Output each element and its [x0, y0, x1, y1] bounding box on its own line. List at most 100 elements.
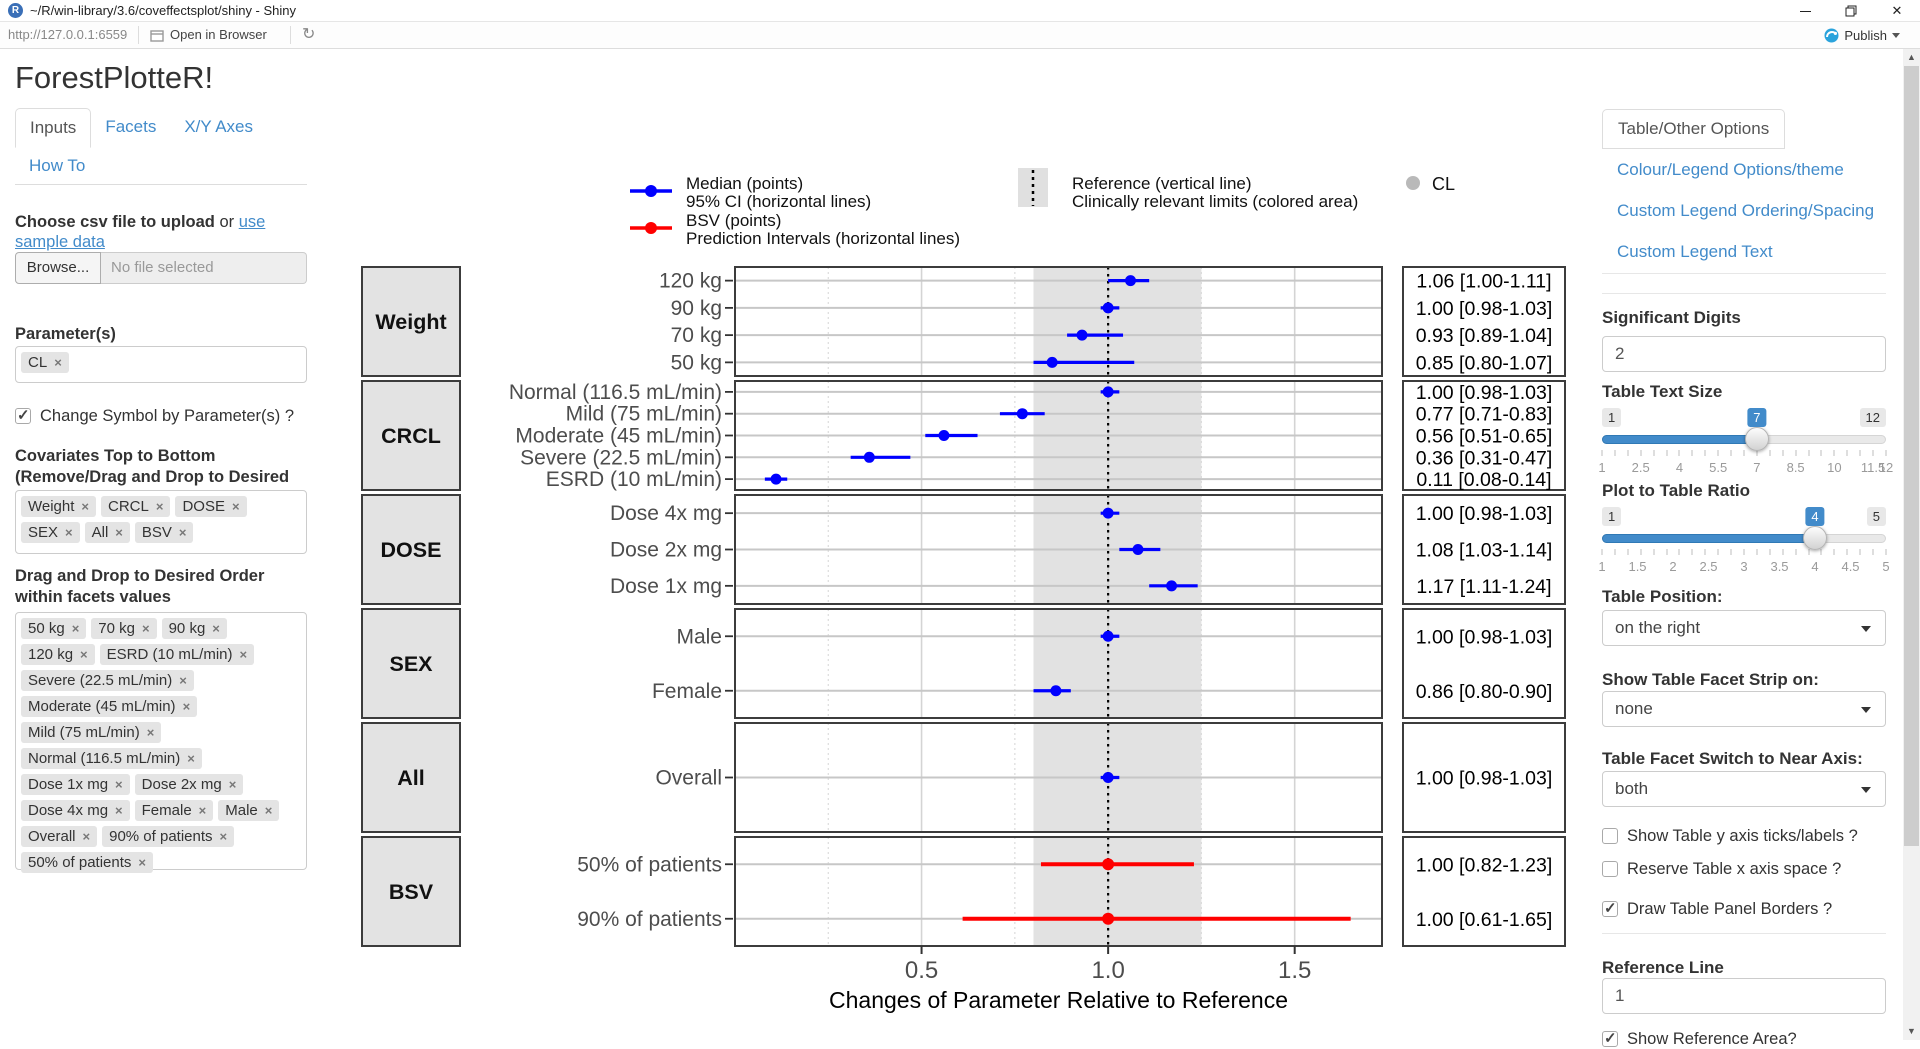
slider-handle[interactable]	[1803, 526, 1827, 550]
tag[interactable]: 90 kg ×	[161, 618, 227, 639]
remove-tag-icon[interactable]: ×	[115, 525, 123, 540]
remove-tag-icon[interactable]: ×	[81, 499, 90, 514]
tag[interactable]: Normal (116.5 mL/min) ×	[21, 748, 202, 769]
parameters-select[interactable]: CL ×	[15, 346, 307, 383]
tag[interactable]: Weight ×	[21, 496, 97, 517]
remove-tag-icon[interactable]: ×	[212, 621, 220, 636]
remove-tag-icon[interactable]: ×	[82, 829, 91, 844]
remove-tag-icon[interactable]: ×	[115, 777, 123, 792]
remove-tag-icon[interactable]: ×	[228, 777, 237, 792]
tag[interactable]: 90% of patients ×	[102, 826, 235, 847]
remove-tag-icon[interactable]: ×	[142, 621, 150, 636]
tag[interactable]: CL ×	[21, 352, 69, 373]
remove-tag-icon[interactable]: ×	[115, 803, 123, 818]
tab-inputs[interactable]: Inputs	[15, 108, 92, 148]
table-position-select[interactable]: on the right	[1602, 610, 1886, 646]
remove-tag-icon[interactable]: ×	[155, 499, 164, 514]
use-sample-data-link[interactable]: use sample data	[15, 213, 266, 251]
svg-text:Normal (116.5 mL/min): Normal (116.5 mL/min)	[509, 381, 722, 404]
tag[interactable]: Dose 1x mg ×	[21, 774, 130, 795]
link-colour-legend-options[interactable]: Colour/Legend Options/theme	[1617, 160, 1844, 179]
tag[interactable]: Dose 4x mg ×	[21, 800, 130, 821]
close-button[interactable]: ✕	[1891, 3, 1903, 18]
publish-button[interactable]: Publish	[1824, 22, 1900, 48]
change-symbol-checkbox-row[interactable]: Change Symbol by Parameter(s) ?	[15, 406, 294, 426]
svg-text:1.00 [0.98-1.03]: 1.00 [0.98-1.03]	[1416, 298, 1553, 320]
remove-tag-icon[interactable]: ×	[179, 673, 187, 688]
tag[interactable]: Male ×	[218, 800, 280, 821]
remove-tag-icon[interactable]: ×	[187, 751, 195, 766]
scroll-up-icon[interactable]: ▲	[1907, 52, 1916, 62]
remove-tag-icon[interactable]: ×	[219, 829, 228, 844]
tag[interactable]: Female ×	[134, 800, 214, 821]
browse-button[interactable]: Browse...	[15, 252, 101, 284]
tag[interactable]: 50% of patients ×	[21, 852, 153, 873]
link-custom-legend-text[interactable]: Custom Legend Text	[1617, 242, 1773, 261]
parameters-label: Parameter(s)	[15, 325, 116, 343]
svg-text:1.00 [0.61-1.65]: 1.00 [0.61-1.65]	[1416, 909, 1553, 931]
upload-label: Choose csv file to upload or use sample …	[15, 213, 266, 251]
minimize-button[interactable]	[1782, 0, 1828, 22]
open-in-browser-button[interactable]: Open in Browser	[150, 22, 267, 48]
remove-tag-icon[interactable]: ×	[264, 803, 273, 818]
slider-handle[interactable]	[1744, 427, 1769, 451]
minimize-icon	[1799, 10, 1811, 12]
tag[interactable]: Severe (22.5 mL/min) ×	[21, 670, 194, 691]
facet-values-select[interactable]: 50 kg × 70 kg × 90 kg × 120 kg × ESRD (10 mL/min…	[15, 612, 307, 873]
tab-facets[interactable]: Facets	[105, 117, 157, 136]
tag[interactable]: Overall ×	[21, 826, 98, 847]
remove-tag-icon[interactable]: ×	[239, 647, 248, 662]
show-table-yaxis-checkbox-row[interactable]: Show Table y axis ticks/labels ?	[1602, 827, 1858, 846]
remove-tag-icon[interactable]: ×	[182, 699, 191, 714]
vertical-scrollbar[interactable]: ▲ ▼	[1903, 49, 1920, 1040]
tag[interactable]: 50 kg ×	[21, 618, 87, 639]
tag[interactable]: Mild (75 mL/min) ×	[21, 722, 162, 743]
significant-digits-input[interactable]: 2	[1602, 336, 1886, 372]
remove-tag-icon[interactable]: ×	[65, 525, 73, 540]
tag[interactable]: SEX ×	[21, 522, 80, 543]
tag[interactable]: ESRD (10 mL/min) ×	[99, 644, 255, 665]
tag[interactable]: All ×	[84, 522, 130, 543]
remove-tag-icon[interactable]: ×	[178, 525, 187, 540]
remove-tag-icon[interactable]: ×	[71, 621, 80, 636]
publish-caret-icon	[1892, 32, 1900, 38]
tab-how-to[interactable]: How To	[29, 156, 86, 175]
remove-tag-icon[interactable]: ×	[231, 499, 240, 514]
svg-text:Reference (vertical line): Reference (vertical line)	[1072, 174, 1252, 193]
tag[interactable]: 120 kg ×	[21, 644, 95, 665]
tag[interactable]: BSV ×	[134, 522, 194, 543]
tag[interactable]: DOSE ×	[175, 496, 247, 517]
maximize-button[interactable]	[1828, 0, 1874, 22]
reserve-table-xaxis-checkbox-row[interactable]: Reserve Table x axis space ?	[1602, 860, 1841, 879]
checkbox-icon[interactable]	[15, 406, 31, 424]
tab-table-other-options[interactable]: Table/Other Options	[1602, 109, 1786, 149]
checkbox-icon[interactable]	[1602, 828, 1618, 844]
remove-tag-icon[interactable]: ×	[146, 725, 155, 740]
checkbox-icon[interactable]	[1602, 899, 1618, 917]
link-custom-legend-ordering[interactable]: Custom Legend Ordering/Spacing	[1617, 201, 1875, 220]
table-facet-strip-select[interactable]: none	[1602, 691, 1886, 727]
tag[interactable]: 70 kg ×	[91, 618, 157, 639]
tag[interactable]: Moderate (45 mL/min) ×	[21, 696, 198, 717]
table-text-size-slider[interactable]: 1 12 7 1 2.5 4 5.5 7 8.5 10 11.5 12	[1598, 408, 1894, 475]
facet-switch-select[interactable]: both	[1602, 771, 1886, 807]
scroll-down-icon[interactable]: ▼	[1907, 1026, 1916, 1036]
draw-table-borders-checkbox-row[interactable]: Draw Table Panel Borders ?	[1602, 899, 1832, 919]
remove-tag-icon[interactable]: ×	[198, 803, 207, 818]
tab-xy-axes[interactable]: X/Y Axes	[184, 117, 254, 136]
checkbox-icon[interactable]	[1602, 861, 1618, 877]
svg-text:0.56 [0.51-0.65]: 0.56 [0.51-0.65]	[1416, 426, 1553, 448]
refresh-icon[interactable]: ↻	[302, 26, 316, 43]
remove-tag-icon[interactable]: ×	[54, 355, 62, 370]
checkbox-icon[interactable]	[1602, 1029, 1618, 1047]
plot-to-table-ratio-slider[interactable]: 1 5 4 1 1.5 2 2.5 3 3.5 4 4.5 5	[1598, 507, 1890, 574]
reference-line-input[interactable]: 1	[1602, 978, 1886, 1014]
svg-text:Prediction Intervals (horizont: Prediction Intervals (horizontal lines)	[686, 229, 960, 248]
covariates-select[interactable]: Weight × CRCL × DOSE × SEX × All × BSV ×	[15, 490, 307, 554]
remove-tag-icon[interactable]: ×	[80, 647, 88, 662]
remove-tag-icon[interactable]: ×	[138, 855, 146, 870]
tag[interactable]: Dose 2x mg ×	[134, 774, 244, 795]
tag[interactable]: CRCL ×	[101, 496, 171, 517]
scrollbar-thumb[interactable]	[1904, 66, 1919, 846]
svg-text:Male: Male	[676, 625, 722, 648]
